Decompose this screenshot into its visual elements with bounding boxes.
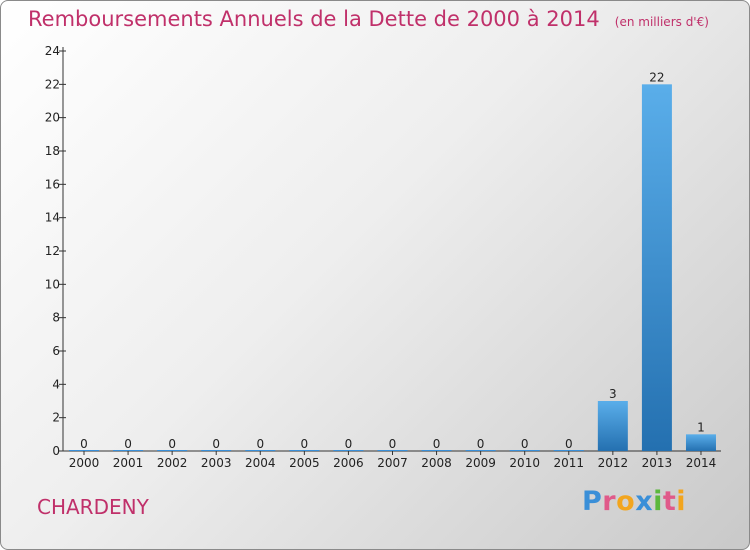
- data-label: 0: [256, 437, 264, 451]
- x-tick-label: 2001: [113, 456, 144, 470]
- chart-title: Remboursements Annuels de la Dette de 20…: [28, 7, 600, 31]
- logo-letter: i: [653, 486, 663, 517]
- data-label: 22: [649, 70, 664, 84]
- logo-letter: i: [676, 486, 687, 517]
- y-tick-label: 6: [52, 344, 60, 358]
- y-tick-label: 10: [45, 277, 60, 291]
- x-tick-label: 2012: [598, 456, 629, 470]
- data-label: 0: [521, 437, 529, 451]
- bar: [69, 450, 99, 451]
- x-tick-label: 2013: [642, 456, 673, 470]
- bar: [509, 450, 540, 451]
- y-tick-label: 24: [45, 44, 60, 58]
- y-tick-label: 12: [45, 244, 60, 258]
- y-tick-label: 4: [52, 377, 60, 391]
- bar: [289, 450, 320, 451]
- data-label: 0: [168, 437, 176, 451]
- y-tick-label: 20: [45, 111, 60, 125]
- x-tick-label: 2006: [333, 456, 364, 470]
- x-tick-label: 2005: [289, 456, 320, 470]
- x-tick-label: 2014: [686, 456, 717, 470]
- y-tick-label: 14: [45, 211, 60, 225]
- bar: [465, 450, 496, 451]
- data-label: 0: [212, 437, 220, 451]
- logo-letter: r: [602, 486, 617, 517]
- x-tick-label: 2008: [421, 456, 452, 470]
- x-tick-label: 2003: [201, 456, 232, 470]
- y-tick-label: 16: [45, 177, 60, 191]
- bar: [157, 450, 188, 451]
- chart-subtitle: (en milliers d'€): [614, 15, 709, 29]
- bar: [377, 450, 408, 451]
- data-label: 0: [477, 437, 485, 451]
- x-tick-label: 2010: [509, 456, 540, 470]
- x-tick-label: 2009: [465, 456, 496, 470]
- bar: [685, 434, 716, 451]
- logo-letter: t: [662, 486, 677, 517]
- title-row: Remboursements Annuels de la Dette de 20…: [28, 7, 709, 31]
- bar: [201, 450, 232, 451]
- data-label: 0: [389, 437, 397, 451]
- bar: [553, 450, 584, 451]
- commune-name: CHARDENY: [37, 495, 149, 519]
- x-tick-label: 2004: [245, 456, 276, 470]
- y-tick-label: 2: [52, 411, 60, 425]
- logo-letter: x: [635, 486, 654, 517]
- bar: [245, 450, 276, 451]
- bar: [597, 401, 628, 451]
- bar: [641, 84, 672, 451]
- data-label: 1: [697, 420, 705, 434]
- y-tick-label: 0: [52, 444, 60, 458]
- x-tick-label: 2002: [157, 456, 188, 470]
- data-label: 0: [433, 437, 441, 451]
- proxiti-logo[interactable]: Proxiti: [582, 486, 686, 517]
- logo-letter: P: [582, 486, 603, 517]
- data-label: 0: [301, 437, 309, 451]
- data-label: 0: [565, 437, 573, 451]
- y-tick-label: 18: [45, 144, 60, 158]
- bar: [421, 450, 452, 451]
- bar: [113, 450, 144, 451]
- x-tick-label: 2000: [69, 456, 100, 470]
- bars: [69, 84, 716, 451]
- x-tick-label: 2007: [377, 456, 408, 470]
- data-label: 0: [80, 437, 88, 451]
- data-label: 3: [609, 387, 617, 401]
- labels: 0 0 0 0 0 0 0 0 0 0 0 0 3 22 1: [80, 70, 705, 451]
- logo-letter: o: [616, 486, 636, 517]
- y-tick-label: 22: [45, 77, 60, 91]
- y-tick-label: 8: [52, 311, 60, 325]
- bar: [333, 450, 364, 451]
- x-tick-label: 2011: [553, 456, 584, 470]
- data-label: 0: [124, 437, 132, 451]
- data-label: 0: [345, 437, 353, 451]
